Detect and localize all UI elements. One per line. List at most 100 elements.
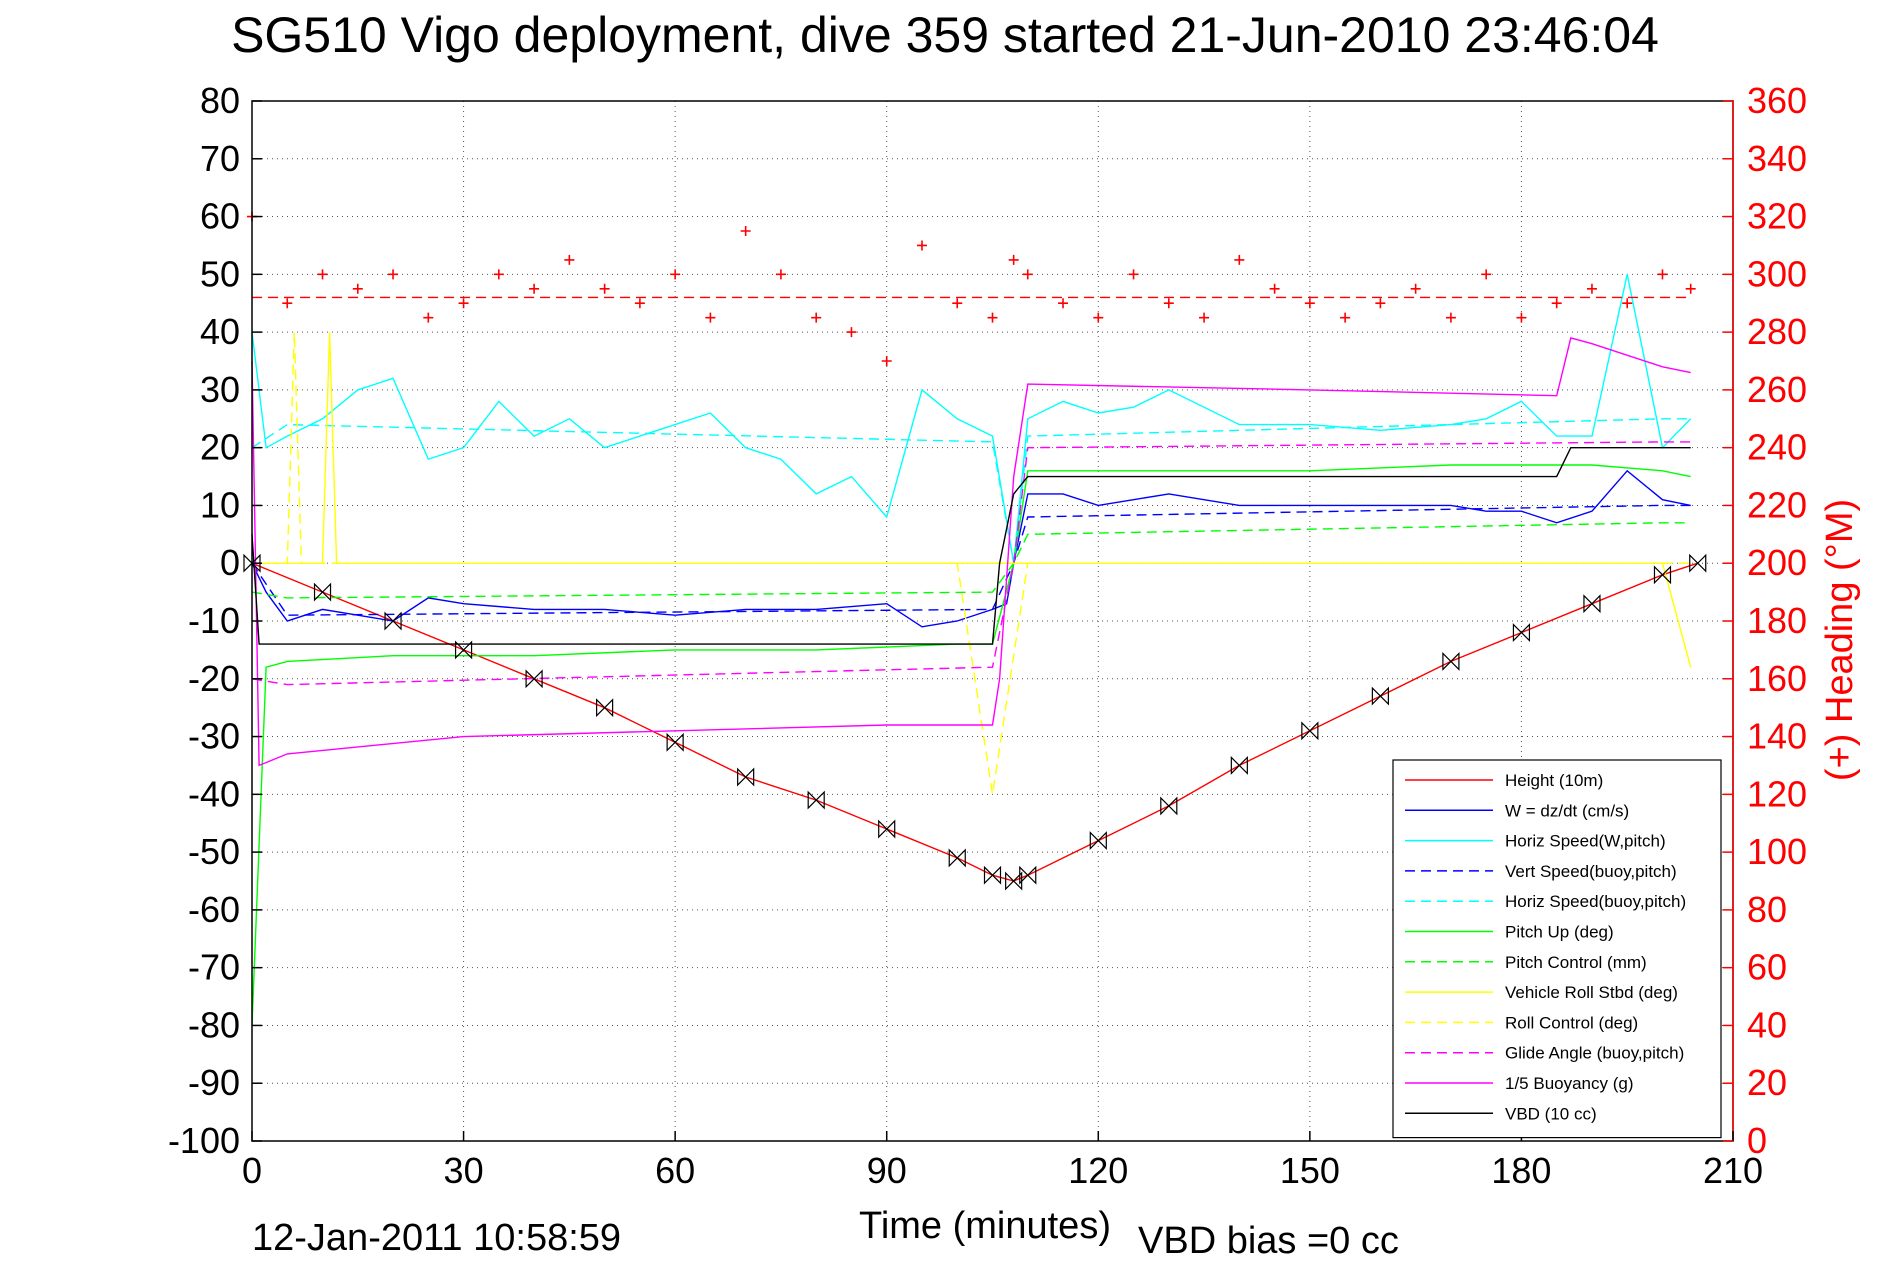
y-tick-label: -80 — [188, 1004, 240, 1045]
series-line-10 — [251, 337, 1691, 767]
y2-tick-label: 80 — [1747, 889, 1787, 930]
heading-point — [1022, 269, 1033, 280]
y-tick-label: -70 — [188, 947, 240, 988]
heading-point — [1481, 269, 1492, 280]
heading-point — [493, 269, 504, 280]
heading-point — [1410, 283, 1421, 294]
heading-point — [1340, 312, 1351, 323]
y2-tick-label: 40 — [1747, 1004, 1787, 1045]
series-line-4 — [251, 418, 1691, 564]
y-tick-label: 30 — [200, 369, 240, 410]
legend-label-0: Height (10m) — [1505, 771, 1603, 790]
x-tick-label: 60 — [655, 1150, 695, 1191]
y2-tick-label: 340 — [1747, 138, 1807, 179]
heading-point — [775, 269, 786, 280]
y2-tick-label: 20 — [1747, 1062, 1787, 1103]
y2-tick-label: 0 — [1747, 1120, 1767, 1161]
height-marker — [1160, 796, 1178, 816]
heading-point — [1199, 312, 1210, 323]
legend-label-10: 1/5 Buoyancy (g) — [1505, 1074, 1634, 1093]
height-marker — [737, 767, 755, 787]
y-tick-label: -40 — [188, 773, 240, 814]
heading-point — [916, 240, 927, 251]
chart-title: SG510 Vigo deployment, dive 359 started … — [231, 7, 1659, 63]
y-tick-label: 20 — [200, 427, 240, 468]
legend-label-4: Horiz Speed(buoy,pitch) — [1505, 892, 1686, 911]
x-tick-label: 120 — [1068, 1150, 1128, 1191]
y-tick-label: -50 — [188, 831, 240, 872]
x-tick-label: 90 — [867, 1150, 907, 1191]
vbd-bias-label: VBD bias =0 cc — [1138, 1220, 1399, 1262]
x-tick-label: 30 — [444, 1150, 484, 1191]
y2-tick-label: 60 — [1747, 947, 1787, 988]
heading-point — [1058, 298, 1069, 309]
timestamp-label: 12-Jan-2011 10:58:59 — [252, 1217, 621, 1259]
heading-point — [1551, 298, 1562, 309]
legend-label-8: Roll Control (deg) — [1505, 1013, 1638, 1032]
height-marker — [1005, 871, 1023, 891]
y-tick-label: 60 — [200, 196, 240, 237]
series-line-6 — [251, 522, 1691, 599]
heading-point — [317, 269, 328, 280]
y-tick-label: 50 — [200, 253, 240, 294]
y2-tick-label: 300 — [1747, 253, 1807, 294]
y-tick-label: -20 — [188, 658, 240, 699]
heading-point — [1008, 254, 1019, 265]
legend-label-2: Horiz Speed(W,pitch) — [1505, 832, 1666, 851]
height-marker — [313, 582, 332, 602]
legend-label-11: VBD (10 cc) — [1505, 1104, 1597, 1123]
height-marker — [454, 640, 473, 660]
x-tick-label: 180 — [1491, 1150, 1551, 1191]
height-marker — [1230, 755, 1248, 775]
height-markers — [243, 553, 1707, 891]
series-layer — [247, 211, 1698, 1026]
heading-point — [1304, 298, 1315, 309]
heading-point — [1516, 312, 1527, 323]
heading-point — [1622, 298, 1633, 309]
heading-point — [529, 283, 540, 294]
y2-tick-label: 100 — [1747, 831, 1807, 872]
heading-point — [740, 226, 751, 236]
legend-label-9: Glide Angle (buoy,pitch) — [1505, 1044, 1684, 1063]
heading-point — [564, 254, 575, 265]
y2-tick-label: 200 — [1747, 542, 1807, 583]
y2-tick-label: 280 — [1747, 311, 1807, 352]
heading-point — [352, 283, 363, 294]
heading-point — [1375, 298, 1386, 309]
y2-tick-label: 320 — [1747, 196, 1807, 237]
y-tick-label: 10 — [200, 484, 240, 525]
y-tick-label: -60 — [188, 889, 240, 930]
heading-point — [1269, 283, 1280, 294]
x-tick-label: 150 — [1280, 1150, 1340, 1191]
y-tick-label: -30 — [188, 716, 240, 757]
height-marker — [983, 865, 1002, 885]
axis-ticks: 0 30 60 90 120 150 180 21080706050403020100-10-… — [168, 80, 1807, 1191]
heading-point — [952, 298, 963, 309]
heading-point — [1128, 269, 1139, 280]
height-marker — [1512, 623, 1531, 643]
height-marker — [878, 819, 896, 839]
heading-point — [1657, 269, 1668, 280]
heading-point — [599, 283, 610, 294]
y-tick-label: 0 — [220, 542, 240, 583]
height-marker — [596, 698, 614, 718]
legend-label-3: Vert Speed(buoy,pitch) — [1505, 862, 1677, 881]
height-marker — [1689, 553, 1707, 573]
heading-point — [881, 356, 892, 366]
height-marker — [1583, 594, 1601, 614]
series-line-5 — [251, 464, 1691, 1026]
heading-point — [811, 312, 822, 323]
heading-point — [1163, 298, 1174, 309]
legend: Height (10m) W = dz/dt (cm/s) Horiz Speed(… — [1392, 759, 1722, 1139]
series-line-9 — [251, 441, 1691, 686]
legend-label-7: Vehicle Roll Stbd (deg) — [1505, 983, 1678, 1002]
y-tick-label: 70 — [200, 138, 240, 179]
series-line-7 — [252, 332, 1692, 668]
x-tick-label: 0 — [242, 1150, 262, 1191]
height-marker — [1089, 831, 1107, 851]
y2-axis-label: (+) Heading (°M) — [1819, 499, 1861, 781]
heading-point — [388, 269, 399, 280]
heading-point — [282, 298, 293, 309]
y2-tick-label: 240 — [1747, 427, 1807, 468]
height-marker — [1301, 721, 1319, 741]
